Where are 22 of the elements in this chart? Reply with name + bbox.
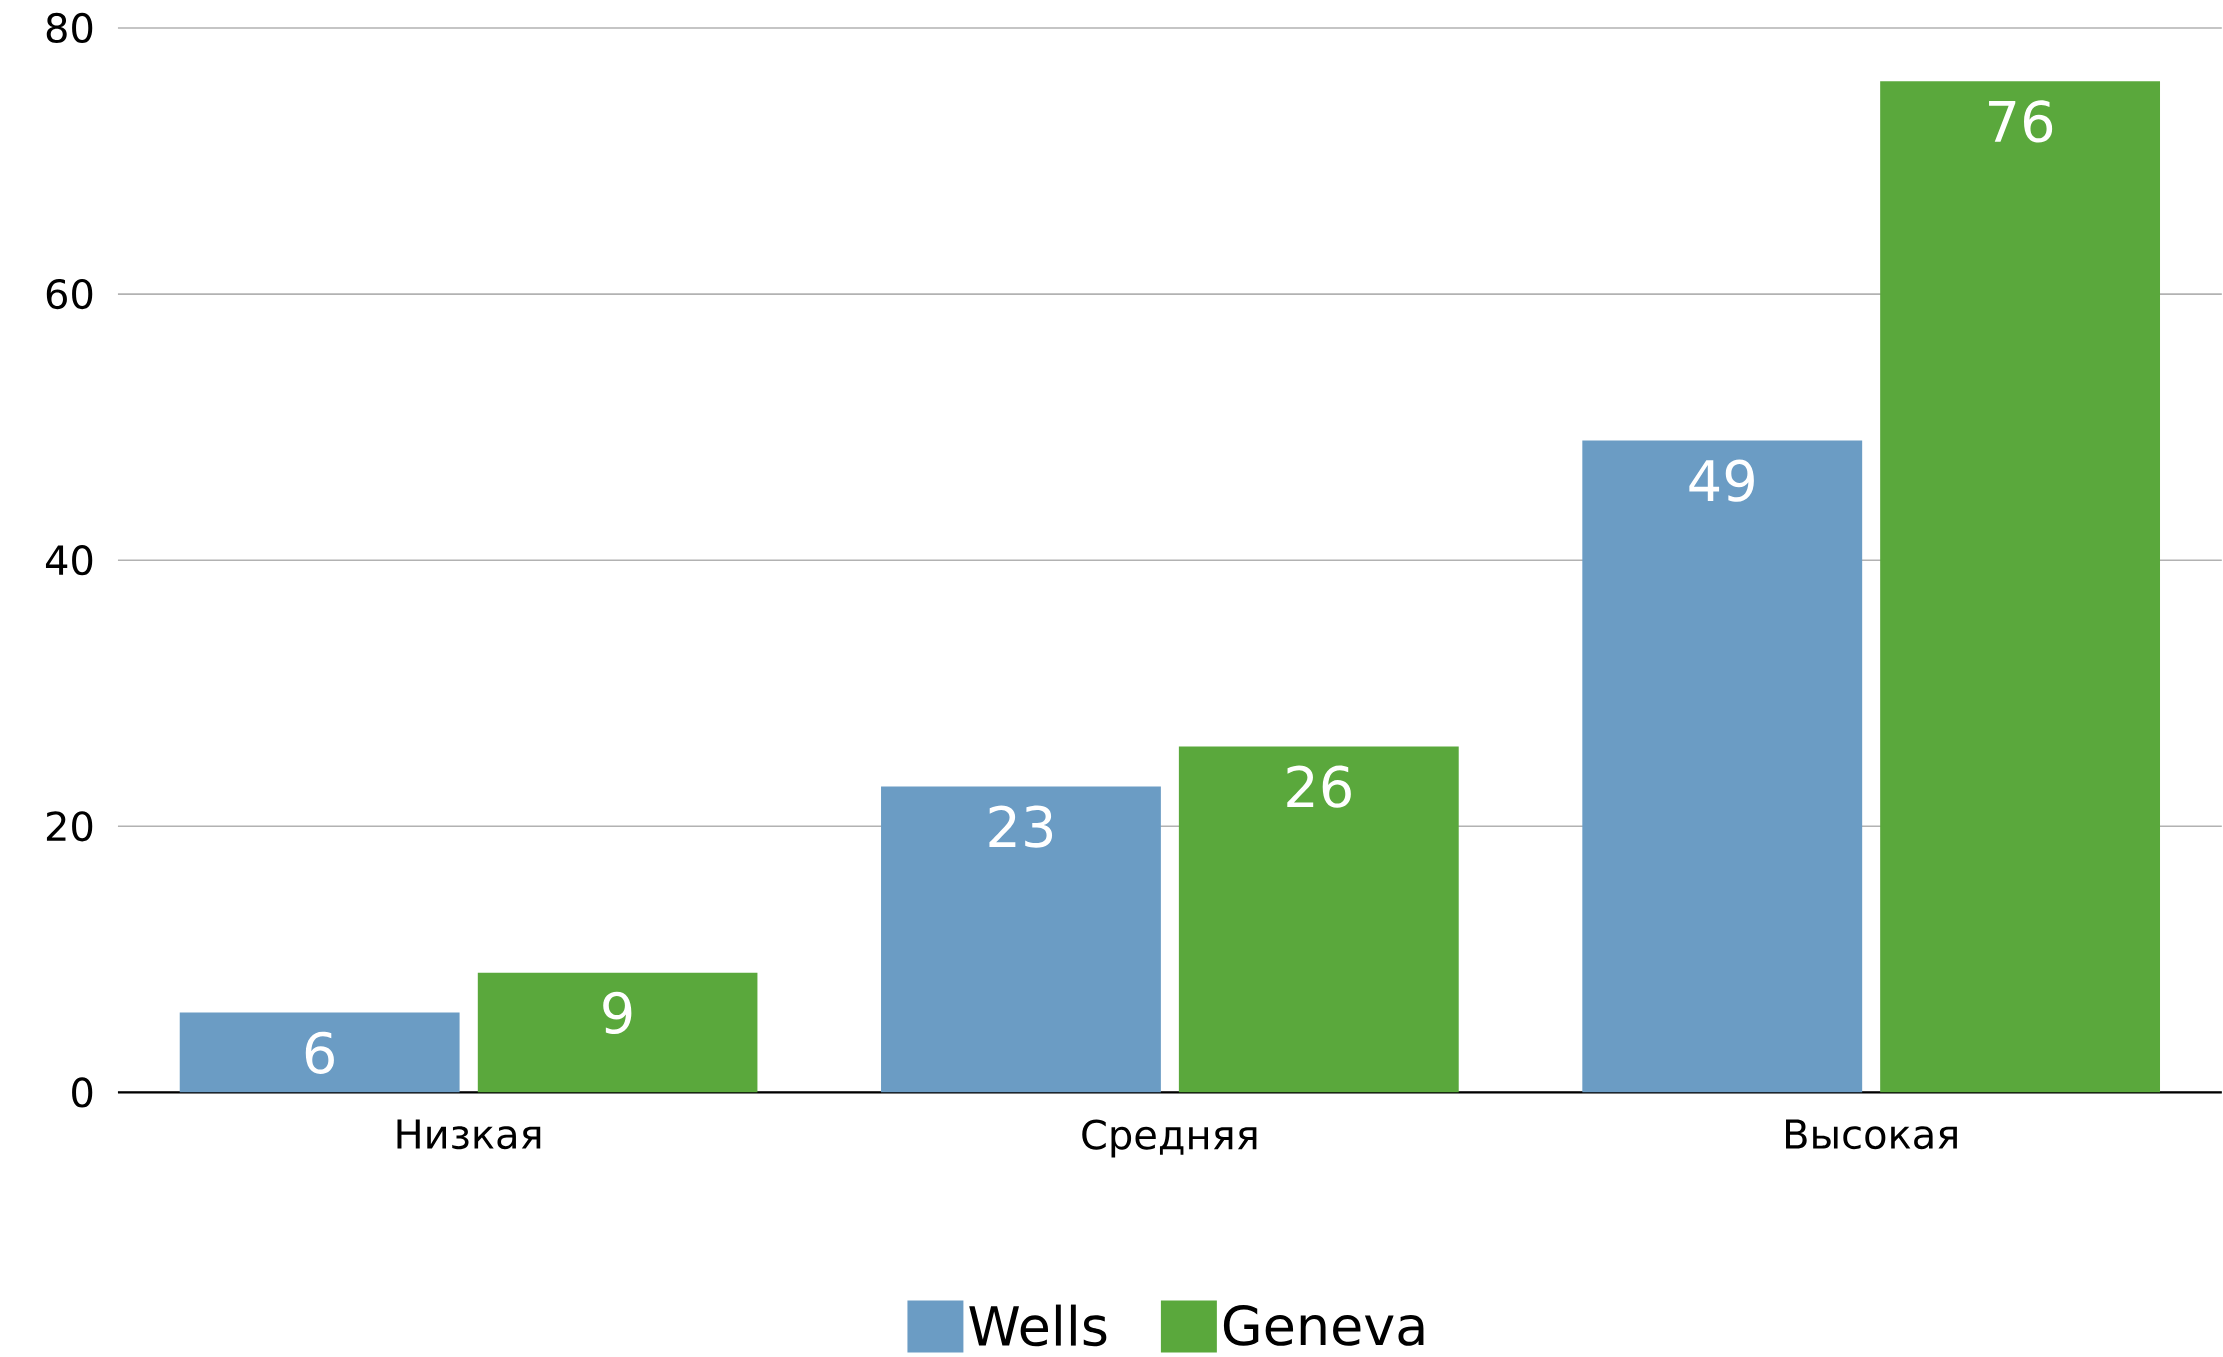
data-label: 23 [989,805,1053,848]
y-tick-label: 20 [46,811,93,842]
y-tick-label: 40 [45,545,93,576]
data-label: 6 [305,1031,334,1075]
bar [1582,440,1863,1093]
y-tick-label: 60 [46,279,93,310]
legend-label: Wells [969,1304,1107,1347]
bar [1178,746,1459,1093]
x-tick-label: Низкая [397,1119,541,1150]
bar [881,786,1161,1093]
y-tick-label: 80 [46,13,93,44]
data-label: 9 [603,991,632,1035]
bar [179,1012,460,1093]
x-tick-label: Средняя [1082,1119,1257,1158]
bar [477,972,758,1093]
bar [1880,81,2161,1093]
data-label: 49 [1689,459,1754,503]
data-label: 76 [1989,100,2053,143]
data-label: 26 [1287,765,1351,809]
x-tick-label: Высокая [1786,1119,1957,1150]
legend-label: Geneva [1223,1305,1424,1347]
y-tick-label: 0 [72,1077,93,1108]
